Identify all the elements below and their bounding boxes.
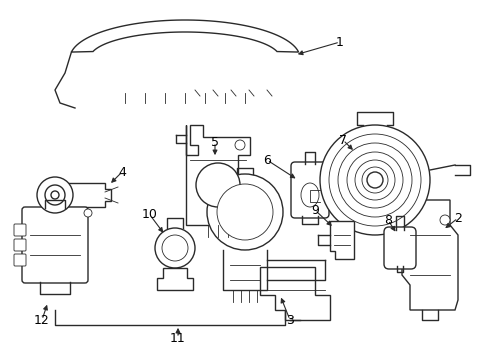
Polygon shape <box>260 267 329 320</box>
Circle shape <box>37 177 73 213</box>
Text: 6: 6 <box>263 153 270 166</box>
Ellipse shape <box>301 183 318 207</box>
Polygon shape <box>71 20 298 52</box>
Circle shape <box>45 185 65 205</box>
Text: 3: 3 <box>285 314 293 327</box>
Text: 5: 5 <box>210 135 219 148</box>
FancyBboxPatch shape <box>22 207 88 283</box>
Text: 1: 1 <box>335 36 343 49</box>
Circle shape <box>319 125 429 235</box>
Circle shape <box>155 228 195 268</box>
Text: 10: 10 <box>142 208 158 221</box>
Circle shape <box>328 134 420 226</box>
Polygon shape <box>329 221 353 259</box>
Text: 8: 8 <box>383 213 391 226</box>
Polygon shape <box>185 125 249 225</box>
FancyBboxPatch shape <box>14 239 26 251</box>
Polygon shape <box>401 200 457 310</box>
Circle shape <box>206 174 283 250</box>
Circle shape <box>196 163 240 207</box>
Circle shape <box>439 215 449 225</box>
Text: 2: 2 <box>453 211 461 225</box>
FancyBboxPatch shape <box>14 254 26 266</box>
Polygon shape <box>157 268 193 290</box>
Text: 7: 7 <box>338 134 346 147</box>
Circle shape <box>366 172 382 188</box>
Circle shape <box>217 184 272 240</box>
FancyBboxPatch shape <box>290 162 328 218</box>
Text: 11: 11 <box>170 332 185 345</box>
Circle shape <box>84 209 92 217</box>
Circle shape <box>162 235 187 261</box>
Circle shape <box>346 152 402 208</box>
Polygon shape <box>68 183 111 207</box>
Circle shape <box>337 143 411 217</box>
Circle shape <box>51 191 59 199</box>
Text: 12: 12 <box>34 314 50 327</box>
Circle shape <box>235 140 244 150</box>
Circle shape <box>361 167 387 193</box>
Text: 9: 9 <box>310 203 318 216</box>
Text: 4: 4 <box>118 166 126 179</box>
FancyBboxPatch shape <box>14 224 26 236</box>
Circle shape <box>354 160 394 200</box>
FancyBboxPatch shape <box>383 227 415 269</box>
